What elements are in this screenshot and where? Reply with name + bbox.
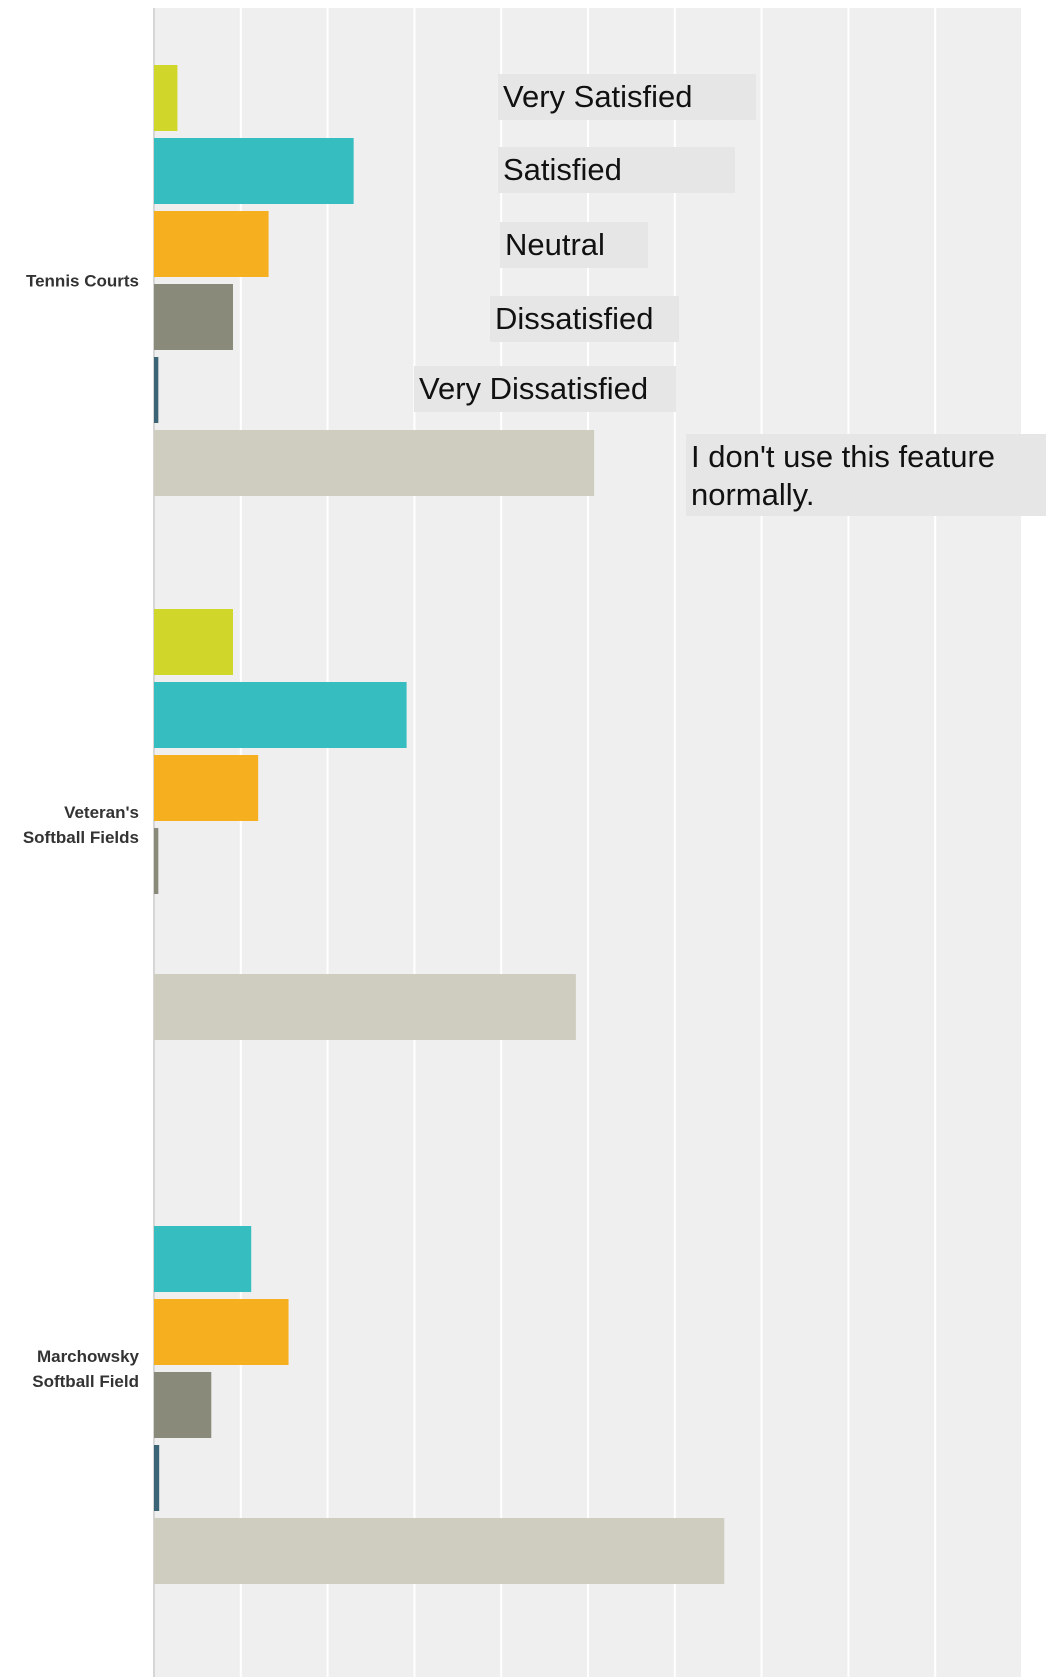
bar — [154, 1445, 160, 1511]
legend-item-bg — [414, 366, 676, 412]
bar — [154, 65, 178, 131]
legend-label: Satisfied — [503, 152, 622, 187]
category-label: Veteran's — [64, 803, 139, 822]
bar — [154, 1372, 212, 1438]
legend-label: Very Dissatisfied — [419, 371, 648, 406]
legend-item-bg — [686, 434, 1046, 516]
bar — [154, 682, 407, 748]
legend-label: Very Satisfied — [503, 79, 693, 114]
bar — [154, 138, 354, 204]
legend-label: Dissatisfied — [495, 301, 654, 336]
bar — [154, 357, 159, 423]
category-label: Softball Fields — [23, 828, 139, 847]
bar — [154, 284, 233, 350]
bar — [154, 211, 269, 277]
bar — [154, 609, 233, 675]
legend-item-bg — [490, 296, 679, 342]
bar — [154, 828, 159, 894]
legend-item-bg — [498, 74, 756, 120]
legend-item-bg — [498, 147, 735, 193]
bar — [154, 1518, 725, 1584]
bar — [154, 755, 259, 821]
bar — [154, 430, 595, 496]
category-label: Softball Field — [32, 1372, 139, 1391]
legend-label: normally. — [691, 477, 814, 512]
category-label: Marchowsky — [37, 1347, 140, 1366]
category-label: Tennis Courts — [26, 272, 139, 291]
bar — [154, 974, 576, 1040]
legend-label: Neutral — [505, 227, 605, 262]
bar — [154, 1226, 252, 1292]
bar — [154, 1299, 289, 1365]
legend-item-bg — [500, 222, 648, 268]
legend-label: I don't use this feature — [691, 439, 995, 474]
